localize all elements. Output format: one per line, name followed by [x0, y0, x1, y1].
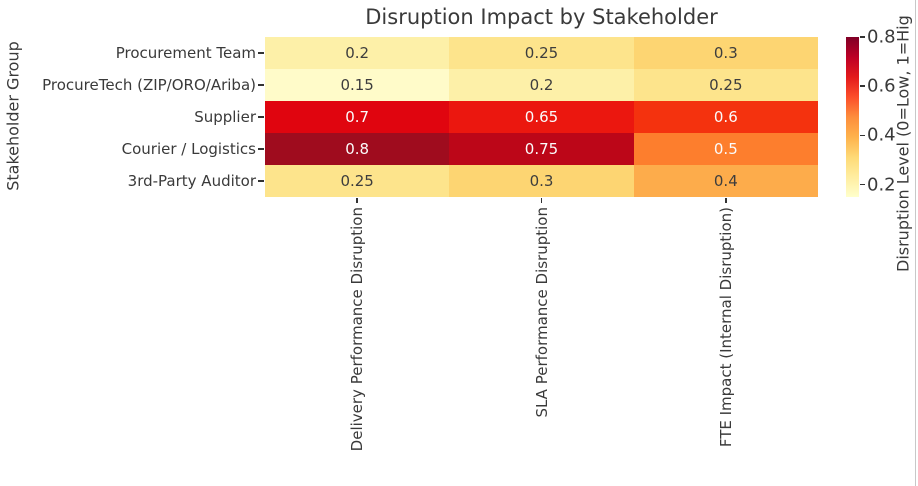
heatmap-cell-r4c0: 0.25 — [265, 165, 450, 197]
colorbar-tick-label: 0.4 — [867, 124, 896, 146]
colorbar-tick-mark — [860, 134, 865, 137]
window-edge-line — [915, 0, 916, 486]
heatmap-cell-r0c1: 0.25 — [449, 37, 634, 69]
x-tick-mark — [356, 197, 358, 203]
heatmap-cell-r2c0: 0.7 — [265, 101, 450, 133]
x-tick-label: SLA Performance Disruption — [532, 207, 551, 418]
heatmap-cell-r2c1: 0.65 — [449, 101, 634, 133]
heatmap-cell-r1c0: 0.15 — [265, 69, 450, 101]
x-tick-mark — [540, 197, 543, 203]
colorbar-tick-label: 0.6 — [867, 75, 896, 97]
heatmap-grid: 0.2 0.25 0.3 0.15 0.2 0.25 0.7 0.65 0.6 0.8 0.75 0.… — [265, 37, 818, 197]
y-tick-mark — [258, 180, 264, 182]
heatmap-cell-r4c1: 0.3 — [449, 165, 634, 197]
heatmap-cell-r0c2: 0.3 — [633, 37, 818, 69]
heatmap-cell-r1c2: 0.25 — [633, 69, 818, 101]
y-tick-label: Courier / Logistics — [121, 140, 256, 158]
heatmap-cell-r3c1: 0.75 — [449, 133, 634, 165]
x-tick-label: Delivery Performance Disruption — [348, 207, 367, 452]
heatmap-cell-r3c2: 0.5 — [633, 133, 818, 165]
y-tick-label: Procurement Team — [115, 44, 256, 62]
colorbar-tick-mark — [860, 85, 865, 88]
colorbar-tick-label: 0.2 — [867, 174, 896, 196]
colorbar-tick-mark — [860, 183, 865, 186]
colorbar-tick-mark — [860, 36, 865, 38]
y-tick-mark — [258, 116, 264, 118]
heatmap-cell-r3c0: 0.8 — [265, 133, 450, 165]
chart-title: Disruption Impact by Stakeholder — [365, 5, 718, 29]
colorbar — [846, 37, 859, 197]
y-tick-label: 3rd-Party Auditor — [127, 172, 256, 190]
heatmap-cell-r2c2: 0.6 — [633, 101, 818, 133]
x-tick-mark — [725, 197, 727, 203]
y-tick-label: Supplier — [194, 108, 256, 126]
heatmap-cell-r1c1: 0.2 — [449, 69, 634, 101]
heatmap-cell-r0c0: 0.2 — [265, 37, 450, 69]
colorbar-tick-label: 0.8 — [867, 26, 896, 48]
y-tick-mark — [258, 52, 264, 54]
y-tick-mark — [258, 148, 264, 150]
y-tick-label: ProcureTech (ZIP/ORO/Ariba) — [42, 76, 256, 94]
x-tick-label: FTE Impact (Internal Disruption) — [716, 207, 735, 448]
y-tick-mark — [258, 84, 264, 86]
colorbar-label-text: Disruption Level (0=Low, 1=Hig — [893, 15, 913, 272]
heatmap-cell-r4c2: 0.4 — [633, 165, 818, 197]
